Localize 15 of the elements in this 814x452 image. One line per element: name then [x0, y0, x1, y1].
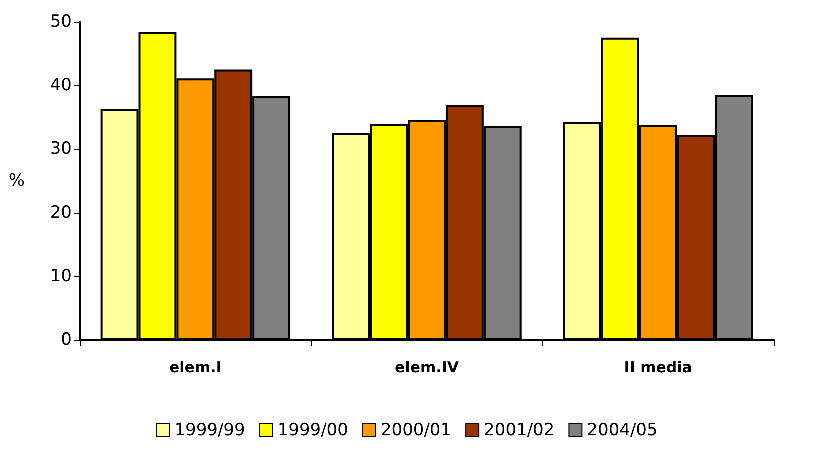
y-tick-label: 30 [50, 139, 72, 160]
y-tick-label: 40 [50, 76, 72, 96]
legend-label: 2004/05 [587, 420, 658, 440]
y-tick-label: 10 [50, 266, 72, 286]
x-tick-label: elem.I [169, 358, 222, 376]
y-tick-label: 0 [61, 330, 72, 350]
y-tick-label: 20 [50, 202, 72, 223]
legend-label: 1999/00 [278, 420, 348, 440]
y-tick-label: 50 [50, 12, 72, 32]
legend-label: 2000/01 [380, 420, 452, 440]
x-tick-label: II media [624, 358, 692, 376]
legend-label: 1999/99 [174, 420, 246, 440]
legend-label: 2001/02 [484, 420, 555, 440]
x-tick-label: elem.IV [394, 358, 460, 376]
y-axis-title: % [8, 171, 25, 191]
